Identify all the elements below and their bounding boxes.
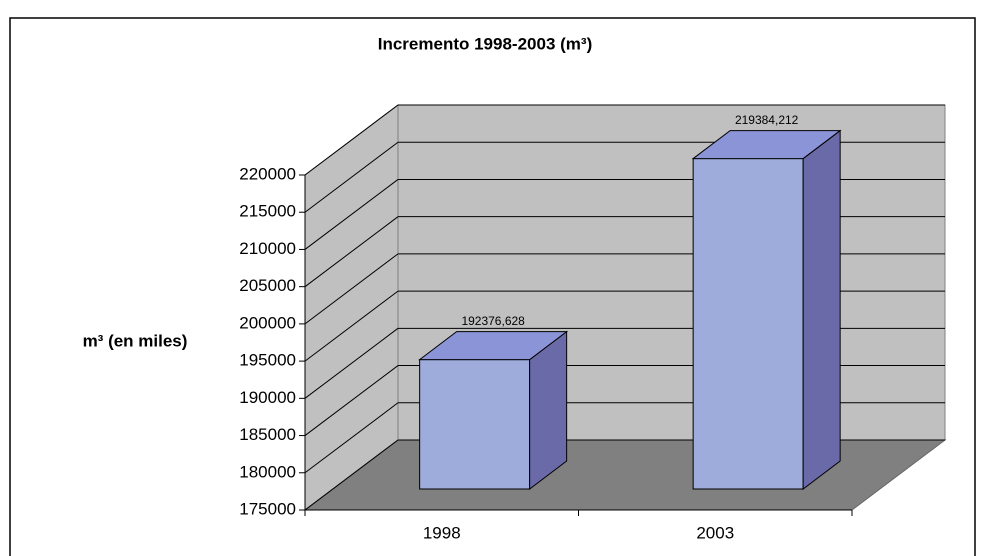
grid-line (304, 104, 399, 176)
grid-line (304, 327, 399, 399)
bar-front (692, 158, 804, 490)
y-tick-label: 220000 (239, 164, 296, 183)
y-tick-label: 210000 (239, 239, 296, 258)
grid-line (304, 141, 399, 213)
x-tick-label: 2003 (696, 523, 734, 542)
y-tick-label: 180000 (239, 462, 296, 481)
grid-line (304, 253, 399, 325)
side-wall (304, 103, 399, 512)
chart-title: Incremento 1998-2003 (m³) (378, 34, 592, 53)
y-axis-label: m³ (en miles) (83, 331, 188, 350)
grid-line (304, 365, 399, 436)
value-label: 219384,212 (735, 113, 799, 127)
bar-front (419, 359, 531, 490)
grid-line (304, 290, 399, 362)
y-tick-label: 190000 (239, 388, 296, 407)
bar-side (802, 129, 841, 491)
floor (303, 439, 947, 511)
bar-top (418, 331, 569, 361)
y-tick-label: 195000 (239, 351, 296, 370)
y-tick-label: 200000 (239, 313, 296, 332)
grid-line (304, 179, 399, 250)
grid-line (304, 402, 399, 474)
value-label: 192376,628 (461, 314, 525, 328)
y-tick-label: 175000 (239, 499, 296, 518)
bar-top (691, 130, 842, 160)
grid-line (304, 439, 399, 511)
x-tick-label: 1998 (423, 523, 461, 542)
y-tick-label: 185000 (239, 425, 296, 444)
y-tick-label: 215000 (239, 202, 296, 221)
y-tick-label: 205000 (239, 276, 296, 295)
grid-line (304, 216, 399, 288)
